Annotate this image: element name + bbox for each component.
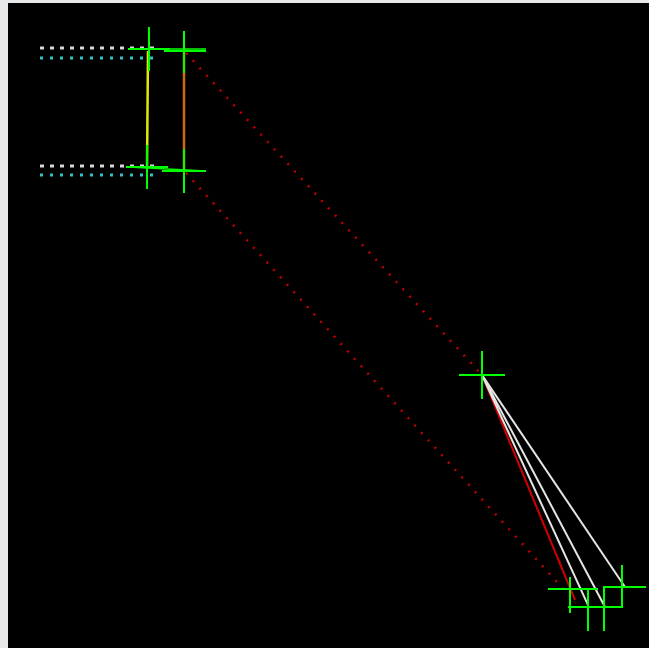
cad-viewport[interactable] (8, 3, 649, 648)
ray-white[interactable] (481, 374, 589, 606)
crosshair-icon[interactable] (162, 149, 206, 193)
crosshair-icon[interactable] (164, 31, 206, 73)
square-marker-icon[interactable] (603, 565, 646, 608)
crosshair-icon[interactable] (586, 593, 622, 631)
ray-white[interactable] (481, 374, 626, 588)
dotted-link-bottom (185, 172, 577, 604)
drawing-canvas[interactable] (8, 3, 649, 648)
crosshair-icon[interactable] (128, 27, 170, 71)
ray-red[interactable] (481, 374, 576, 601)
crosshair-icon[interactable] (126, 145, 168, 189)
crosshair-icon[interactable] (459, 351, 505, 399)
ray-white[interactable] (481, 374, 606, 608)
dotted-link-top (185, 52, 483, 376)
